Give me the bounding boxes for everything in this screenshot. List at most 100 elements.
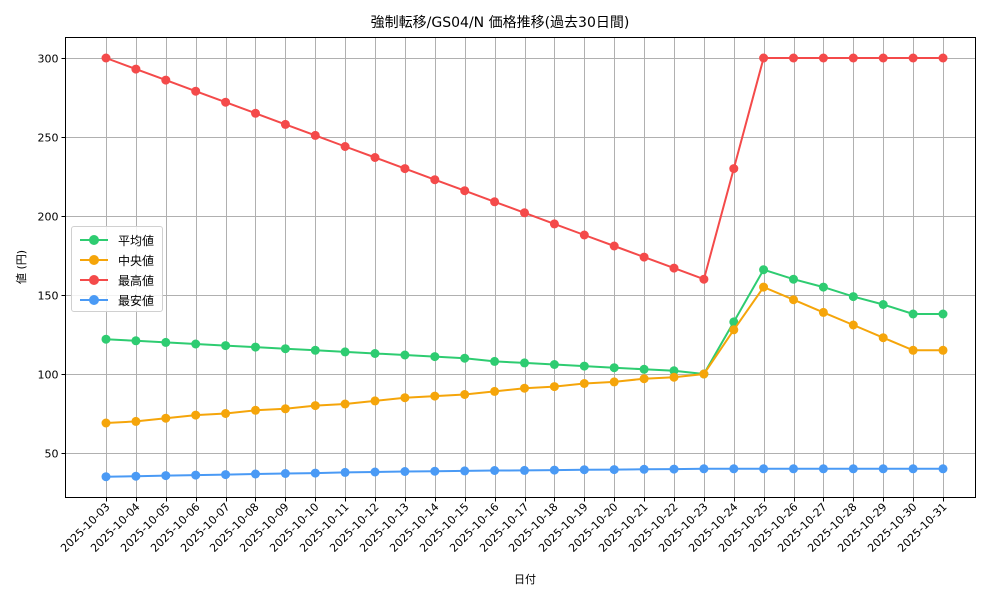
data-point [131,336,141,346]
data-point [520,383,529,393]
data-point [699,274,709,284]
data-point [938,309,948,319]
data-point [101,53,111,63]
y-axis: 50 100 150 200 250 300 [38,53,66,461]
data-point [280,469,290,478]
data-point [161,471,171,481]
data-point [908,345,918,355]
data-point [669,372,679,382]
data-point [221,470,231,480]
data-point [789,464,798,474]
data-point [221,97,231,107]
legend-item-average: 平均値 [78,230,160,250]
data-point [699,464,709,474]
plot-frame [65,37,976,498]
y-tick-label: 150 [38,290,59,303]
data-point [729,317,739,327]
data-point [878,464,888,474]
data-point [938,345,948,355]
data-point [729,164,739,174]
data-point [908,309,918,319]
grid-lines [65,37,976,498]
data-point [191,339,201,349]
data-point [310,401,320,411]
data-point [340,467,350,477]
legend-marker-icon [89,255,99,265]
x-axis: 2025-10-032025-10-042025-10-052025-10-06… [58,497,950,555]
data-point [520,358,529,368]
data-point [191,410,201,420]
data-point [609,377,619,387]
data-point [669,263,679,273]
chart-title: 強制転移/GS04/N 価格推移(過去30日間) [370,15,630,31]
data-point [818,464,828,474]
data-point [400,350,410,360]
data-point [251,405,260,415]
data-point [400,467,410,476]
data-point [878,53,888,63]
data-point [818,307,828,317]
data-point [460,186,470,196]
data-point [490,466,500,475]
data-point [340,142,350,151]
data-point [848,292,858,302]
series-最安値 [101,464,948,482]
data-point [938,53,948,63]
data-point [818,282,828,292]
data-point [131,471,141,481]
data-point [191,86,201,96]
data-point [310,468,320,478]
data-point [131,416,141,426]
data-point [789,274,798,284]
data-point [579,379,589,388]
legend-marker-icon [89,235,99,245]
data-point [430,391,440,401]
data-point [579,230,589,240]
x-axis-label: 日付 [514,573,536,586]
data-point [280,119,290,129]
data-point [789,53,798,63]
data-point [430,466,440,476]
data-point [251,469,260,479]
data-point [221,409,231,418]
data-point [490,386,500,396]
data-point [161,337,171,347]
data-point [520,208,529,218]
data-point [609,241,619,251]
series-lines [101,53,948,482]
series-平均値 [101,265,948,379]
data-point [340,347,350,357]
series-中央値 [101,282,948,428]
y-tick-label: 200 [38,211,59,224]
y-tick-label: 50 [45,448,59,461]
data-point [490,356,500,366]
data-point [520,465,529,475]
data-point [101,472,111,482]
data-point [609,363,619,373]
legend-item-max: 最高値 [78,270,160,290]
data-point [490,197,500,207]
data-point [729,464,739,474]
data-point [549,219,559,229]
data-point [549,360,559,369]
data-point [101,418,111,428]
data-point [639,364,649,374]
data-point [938,464,948,474]
data-point [549,465,559,475]
data-point [460,390,470,399]
data-point [908,464,918,474]
data-point [251,342,260,352]
data-point [251,108,260,118]
data-point [400,393,410,403]
y-axis-label: 値 (円) [15,250,28,284]
data-point [370,153,380,162]
data-point [400,164,410,174]
data-point [759,464,769,474]
data-point [759,282,769,292]
data-point [848,53,858,63]
data-point [908,53,918,63]
legend: 平均値 中央値 最高値 最安値 [71,226,163,312]
data-point [818,53,828,63]
data-point [669,366,679,376]
